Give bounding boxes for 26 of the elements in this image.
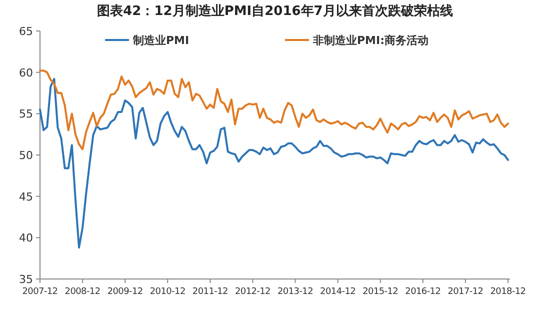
y-tick-label: 45 (19, 190, 33, 204)
x-tick-label: 2012-12 (234, 287, 270, 297)
legend-item: 非制造业PMI:商务活动 (285, 34, 428, 47)
x-tick-label: 2017-12 (448, 287, 484, 297)
y-tick-label: 55 (19, 108, 33, 121)
y-tick-label: 35 (19, 273, 33, 286)
x-tick-label: 2013-12 (278, 287, 314, 297)
legend-item: 制造业PMI (105, 34, 190, 47)
y-tick-label: 40 (19, 232, 33, 245)
line-series (39, 70, 509, 150)
x-tick-label: 2009-12 (107, 287, 143, 297)
x-tick-label: 2015-12 (362, 287, 398, 297)
legend-label: 非制造业PMI:商务活动 (312, 34, 428, 47)
line-series (39, 78, 509, 249)
x-tick-label: 2016-12 (405, 287, 441, 297)
chart-title: 图表42：12月制造业PMI自2016年7月以来首次跌破荣枯线 (97, 4, 453, 19)
x-tick-label: 2014-12 (320, 287, 356, 297)
x-tick-label: 2007-12 (22, 287, 58, 297)
x-tick-label: 2011-12 (192, 287, 228, 297)
y-tick-label: 65 (19, 25, 33, 38)
y-tick-label: 60 (19, 66, 33, 80)
x-tick-label: 2010-12 (150, 287, 186, 297)
x-tick-label: 2008-12 (64, 287, 100, 297)
x-tick-label: 2018-12 (490, 287, 526, 297)
y-tick-label: 50 (19, 149, 33, 162)
legend-label: 制造业PMI (132, 34, 190, 47)
